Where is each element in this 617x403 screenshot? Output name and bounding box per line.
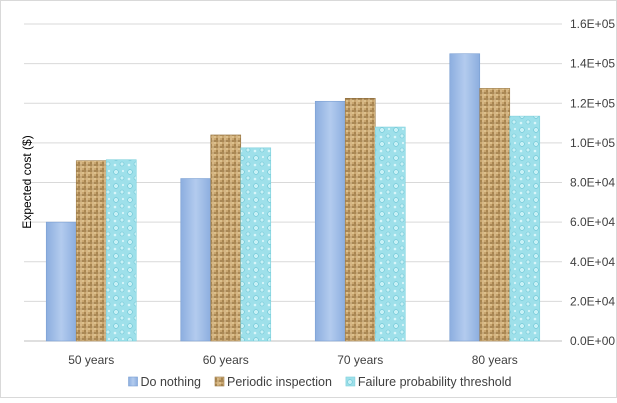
legend-swatch xyxy=(128,376,138,387)
bar-periodic-inspection-0 xyxy=(75,160,107,342)
x-axis-categories: 50 years 60 years 70 years 80 years xyxy=(68,353,518,367)
legend-swatch xyxy=(214,376,225,387)
y-tick-label: 6.0E+04 xyxy=(570,215,615,229)
legend-item: Periodic inspection xyxy=(214,375,332,389)
y-axis-title: Expected cost ($) xyxy=(20,135,34,228)
x-category-label: 70 years xyxy=(337,353,383,367)
legend: Do nothing Periodic inspection Failure pro… xyxy=(128,375,512,389)
bar-do-nothing-1 xyxy=(180,178,212,342)
bar-do-nothing-2 xyxy=(314,100,346,342)
y-tick-label: 2.0E+04 xyxy=(570,294,615,308)
legend-item: Failure probability threshold xyxy=(345,375,512,389)
legend-label: Do nothing xyxy=(141,375,202,389)
bars xyxy=(45,53,541,342)
bar-periodic-inspection-2 xyxy=(344,97,376,342)
y-tick-label: 4.0E+04 xyxy=(570,255,615,269)
y-axis-ticks: 0.0E+00 2.0E+04 4.0E+04 6.0E+04 8.0E+04 1.0E+… xyxy=(570,17,615,348)
legend-item: Do nothing xyxy=(128,375,202,389)
y-tick-label: 1.4E+05 xyxy=(570,57,615,71)
bar-periodic-inspection-3 xyxy=(479,88,511,342)
bar-periodic-inspection-1 xyxy=(210,134,242,342)
y-tick-label: 1.6E+05 xyxy=(570,17,615,31)
x-category-label: 50 years xyxy=(68,353,114,367)
bar-failure-probability-threshold-3 xyxy=(509,115,541,342)
y-tick-label: 8.0E+04 xyxy=(570,176,615,190)
bar-failure-probability-threshold-0 xyxy=(105,159,137,342)
y-tick-label: 1.0E+05 xyxy=(570,136,615,150)
legend-label: Periodic inspection xyxy=(227,375,332,389)
bar-failure-probability-threshold-2 xyxy=(374,126,406,342)
x-category-label: 80 years xyxy=(472,353,518,367)
legend-swatch xyxy=(345,376,356,387)
bar-do-nothing-3 xyxy=(449,53,481,342)
y-tick-label: 1.2E+05 xyxy=(570,96,615,110)
bar-do-nothing-0 xyxy=(45,221,77,342)
y-tick-label: 0.0E+00 xyxy=(570,334,615,348)
x-category-label: 60 years xyxy=(203,353,249,367)
legend-label: Failure probability threshold xyxy=(358,375,512,389)
bar-failure-probability-threshold-1 xyxy=(240,147,272,342)
